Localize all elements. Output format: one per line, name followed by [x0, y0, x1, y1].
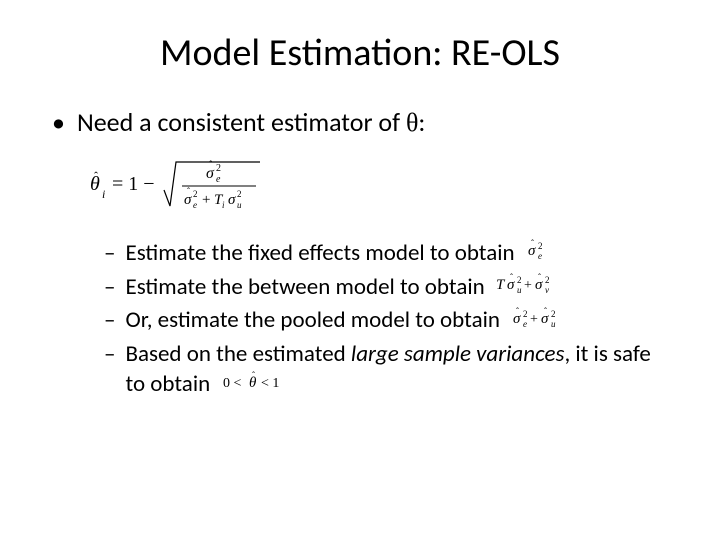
- svg-text:u: u: [237, 200, 242, 210]
- svg-text:2: 2: [545, 275, 550, 285]
- svg-text:ˆ: ˆ: [94, 169, 98, 183]
- svg-text:u: u: [517, 285, 522, 295]
- bullet-suffix: :: [418, 106, 425, 138]
- svg-text:σ: σ: [228, 192, 236, 208]
- sub-bullet-text: Based on the estimated large sample vari…: [125, 339, 670, 401]
- math-sigma-e-u: σ ˆ 2 e + σ ˆ 2 u: [511, 307, 563, 337]
- dash-marker: –: [104, 272, 115, 302]
- svg-text:e: e: [216, 174, 221, 185]
- svg-text:ˆ: ˆ: [187, 186, 190, 196]
- svg-text:i: i: [102, 187, 105, 201]
- svg-text:ˆ: ˆ: [544, 307, 547, 316]
- sub-bullet-text: Estimate the between model to obtain T σ…: [125, 272, 670, 304]
- math-sigma-e: σ ˆ 2 e: [526, 239, 550, 269]
- bullet-text: Need a consistent estimator of θ:: [77, 106, 425, 138]
- svg-text:+: +: [524, 278, 532, 293]
- bullet-need-estimator: • Need a consistent estimator of θ:: [52, 106, 670, 138]
- svg-text:ˆ: ˆ: [538, 273, 541, 282]
- sub-d-italic: large sample variances: [351, 340, 565, 368]
- svg-text:ˆ: ˆ: [510, 273, 513, 282]
- svg-text:2: 2: [523, 309, 528, 319]
- svg-text:u: u: [551, 319, 556, 329]
- sub-d-pre: Based on the estimated: [125, 340, 350, 368]
- svg-text:+: +: [202, 192, 210, 208]
- svg-text:e: e: [538, 251, 542, 261]
- bullet-prefix: Need a consistent estimator of: [77, 106, 406, 138]
- svg-text:2: 2: [237, 189, 242, 199]
- math-t-sigma-u-v: T σ ˆ 2 u + σ ˆ 2 v: [496, 273, 558, 303]
- theta-symbol: θ: [406, 108, 418, 137]
- svg-text:T: T: [496, 277, 506, 293]
- svg-text:2: 2: [517, 275, 522, 285]
- svg-text:2: 2: [216, 163, 221, 174]
- dash-marker: –: [104, 238, 115, 268]
- dash-marker: –: [104, 305, 115, 335]
- svg-text:= 1 −: = 1 −: [112, 173, 155, 195]
- svg-text:2: 2: [193, 189, 198, 199]
- sub-bullet-text: Estimate the fixed effects model to obta…: [125, 238, 670, 270]
- svg-text:2: 2: [538, 241, 543, 251]
- svg-text:i: i: [222, 200, 225, 210]
- sub-bullet-text: Or, estimate the pooled model to obtain …: [125, 305, 670, 337]
- sub-a-text: Estimate the fixed effects model to obta…: [125, 239, 514, 267]
- sub-b-text: Estimate the between model to obtain: [125, 273, 484, 301]
- svg-text:e: e: [193, 200, 197, 210]
- sub-bullet-fixed-effects: – Estimate the fixed effects model to ob…: [104, 238, 670, 270]
- sub-bullet-between-model: – Estimate the between model to obtain T…: [104, 272, 670, 304]
- svg-text:0 <: 0 <: [223, 376, 242, 391]
- svg-text:< 1: < 1: [261, 376, 279, 391]
- slide-title: Model Estimation: RE-OLS: [50, 30, 670, 76]
- sub-bullet-pooled-model: – Or, estimate the pooled model to obtai…: [104, 305, 670, 337]
- svg-text:e: e: [523, 319, 527, 329]
- svg-text:ˆ: ˆ: [252, 371, 255, 380]
- theta-formula: θ ˆ i = 1 − σ ˆ 2 e σ ˆ 2 e + T i σ 2 u: [90, 150, 670, 216]
- sub-bullet-large-sample: – Based on the estimated large sample va…: [104, 339, 670, 401]
- svg-text:2: 2: [551, 309, 556, 319]
- svg-text:ˆ: ˆ: [531, 239, 534, 248]
- bullet-marker: •: [52, 106, 65, 138]
- sub-bullet-list: – Estimate the fixed effects model to ob…: [104, 238, 670, 401]
- svg-text:+: +: [530, 312, 538, 327]
- dash-marker: –: [104, 339, 115, 369]
- svg-text:v: v: [545, 285, 549, 295]
- math-theta-range: 0 < θ ˆ < 1: [221, 371, 285, 401]
- sub-c-text: Or, estimate the pooled model to obtain: [125, 306, 500, 334]
- svg-text:ˆ: ˆ: [516, 307, 519, 316]
